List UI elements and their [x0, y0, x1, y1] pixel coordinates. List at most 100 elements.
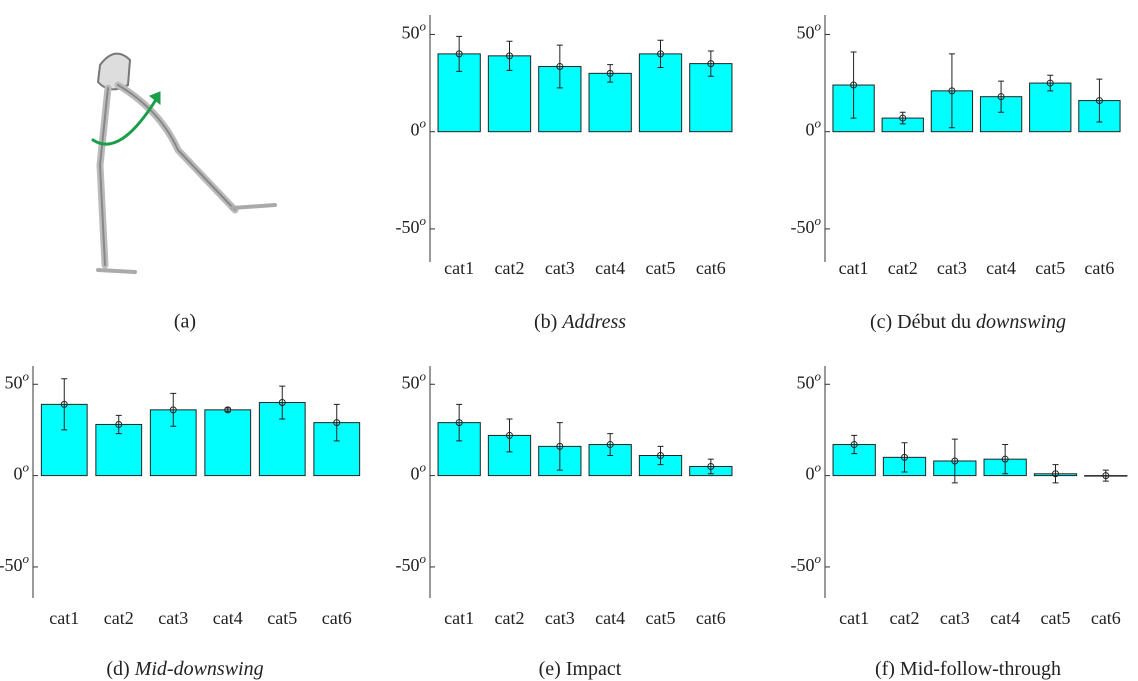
mean-marker: [556, 63, 564, 71]
y-tick-number: 50: [5, 372, 23, 392]
y-tick-degree: o: [815, 551, 822, 566]
x-tick-label: cat3: [545, 608, 575, 628]
y-tick-label: 0o: [14, 460, 30, 484]
x-tick-label: cat1: [839, 258, 869, 278]
x-tick-label: cat2: [890, 608, 920, 628]
y-tick-label: -50o: [396, 213, 427, 237]
x-tick-label: cat2: [495, 608, 525, 628]
x-tick-label: cat6: [1091, 608, 1121, 628]
caption-part: (c) Début du: [870, 311, 976, 333]
mean-marker: [169, 406, 177, 414]
y-tick-label: 50o: [402, 368, 427, 392]
x-tick-label: cat4: [595, 258, 625, 278]
mean-marker: [1046, 79, 1054, 87]
mean-marker: [997, 93, 1005, 101]
caption-part: (f) Mid-follow-through: [875, 658, 1061, 680]
x-tick-label: cat2: [888, 258, 918, 278]
y-tick-degree: o: [420, 116, 427, 131]
y-tick-degree: o: [23, 460, 30, 475]
y-tick-label: 50o: [797, 368, 822, 392]
mean-marker: [850, 441, 858, 449]
y-tick-degree: o: [420, 368, 427, 383]
error-bar: [657, 445, 664, 466]
error-bar: [607, 433, 614, 457]
mean-marker: [224, 406, 232, 414]
error-bar: [456, 35, 463, 72]
y-tick-number: 0: [411, 464, 420, 484]
y-tick-label: 50o: [402, 18, 427, 42]
x-tick-label: cat2: [104, 608, 134, 628]
y-tick-degree: o: [420, 460, 427, 475]
error-bar: [707, 50, 714, 77]
y-tick-degree: o: [420, 551, 427, 566]
x-tick-label: cat6: [696, 258, 726, 278]
y-tick-degree: o: [815, 460, 822, 475]
mean-marker: [115, 420, 123, 428]
panel-caption: (b) Address: [534, 311, 626, 333]
error-bar: [506, 418, 513, 453]
y-tick-degree: o: [420, 18, 427, 33]
mean-marker: [1001, 455, 1009, 463]
y-tick-number: -50: [791, 555, 815, 575]
mean-marker: [333, 419, 341, 427]
y-tick-number: 50: [797, 23, 815, 43]
mean-marker: [606, 441, 614, 449]
y-tick-number: -50: [791, 217, 815, 237]
y-tick-label: 0o: [806, 460, 822, 484]
y-tick-number: 50: [402, 372, 420, 392]
y-tick-label: 50o: [5, 368, 30, 392]
y-tick-degree: o: [23, 368, 30, 383]
mean-marker: [850, 81, 858, 89]
mean-marker: [60, 400, 68, 408]
x-tick-label: cat4: [990, 608, 1020, 628]
error-bar: [850, 51, 857, 119]
y-tick-number: 0: [411, 120, 420, 140]
y-tick-number: -50: [396, 217, 420, 237]
error-bar: [333, 403, 340, 442]
x-tick-label: cat3: [545, 258, 575, 278]
error-bar: [115, 414, 122, 435]
x-tick-label: cat1: [839, 608, 869, 628]
mean-marker: [901, 453, 908, 461]
mean-marker: [1095, 97, 1103, 105]
mean-marker: [951, 457, 959, 465]
panel-caption: (d) Mid-downswing: [106, 658, 263, 680]
y-tick-label: -50o: [0, 551, 30, 575]
x-tick-label: cat1: [49, 608, 79, 628]
mean-marker: [1052, 470, 1059, 478]
x-tick-label: cat5: [1041, 608, 1071, 628]
error-bar: [1002, 444, 1009, 475]
mean-marker: [707, 462, 715, 470]
mean-marker: [657, 50, 664, 58]
mean-marker: [506, 52, 513, 60]
mean-marker: [657, 452, 664, 460]
error-bar: [456, 403, 463, 442]
x-tick-label: cat3: [940, 608, 970, 628]
mean-marker: [1102, 472, 1110, 480]
mean-marker: [455, 50, 463, 58]
y-tick-number: 50: [402, 23, 420, 43]
error-bar: [901, 442, 908, 473]
error-bar: [657, 39, 664, 69]
skeleton-illustration: [91, 52, 277, 274]
x-tick-label: cat6: [696, 608, 726, 628]
y-tick-number: 0: [14, 464, 23, 484]
x-tick-label: cat1: [444, 608, 474, 628]
panel-caption: (f) Mid-follow-through: [875, 658, 1061, 680]
mean-marker: [899, 114, 907, 122]
y-tick-number: -50: [0, 555, 23, 575]
y-tick-number: 0: [806, 464, 815, 484]
caption-part: Address: [560, 311, 626, 333]
bar: [538, 66, 582, 133]
x-tick-label: cat4: [986, 258, 1016, 278]
x-tick-label: cat1: [444, 258, 474, 278]
caption-part: (d): [106, 658, 134, 680]
x-tick-label: cat4: [595, 608, 625, 628]
mean-marker: [948, 87, 956, 95]
x-tick-label: cat4: [213, 608, 243, 628]
y-tick-degree: o: [23, 551, 30, 566]
error-bar: [851, 434, 858, 455]
y-tick-number: 50: [797, 372, 815, 392]
mean-marker: [278, 399, 286, 407]
y-tick-label: 0o: [806, 116, 822, 140]
